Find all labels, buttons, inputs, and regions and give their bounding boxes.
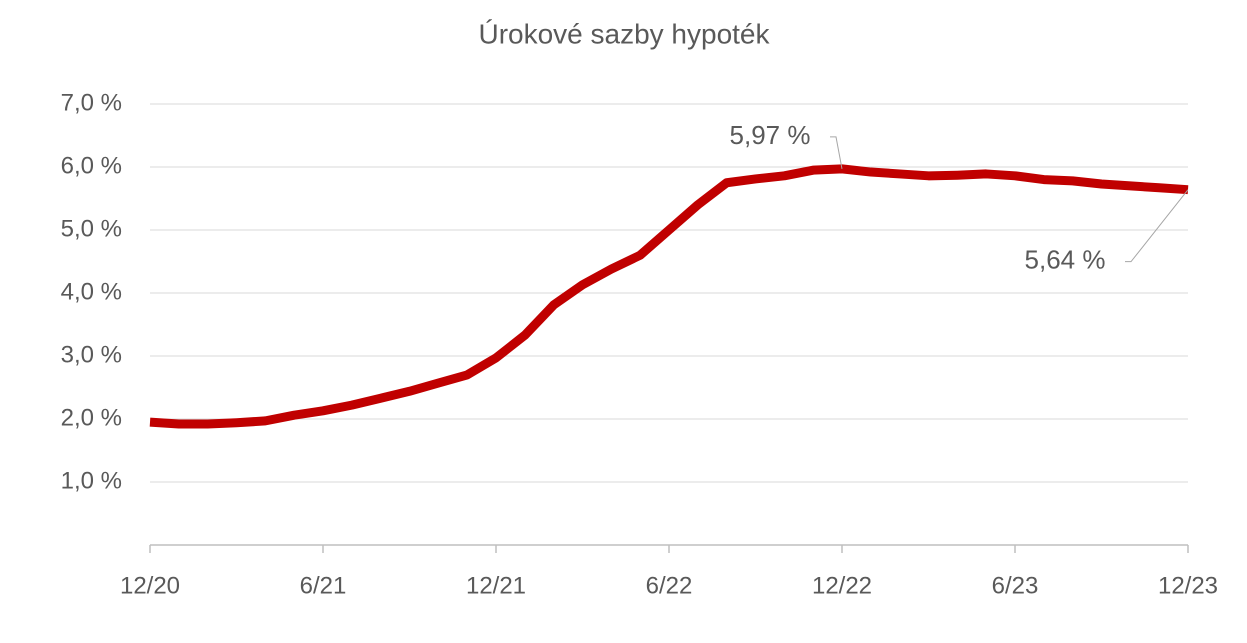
data-label: 5,97 % xyxy=(730,120,811,150)
y-tick-label: 6,0 % xyxy=(61,152,122,179)
y-tick-label: 5,0 % xyxy=(61,215,122,242)
x-tick-label: 12/20 xyxy=(120,572,180,599)
x-tick-label: 12/21 xyxy=(466,572,526,599)
data-label: 5,64 % xyxy=(1025,245,1106,275)
x-tick-label: 6/22 xyxy=(646,572,693,599)
y-tick-label: 2,0 % xyxy=(61,404,122,431)
line xyxy=(149,164,1189,429)
y-tick-label: 7,0 % xyxy=(61,89,122,116)
leader-line xyxy=(1125,189,1189,263)
y-tick-label: 1,0 % xyxy=(61,467,122,494)
leader-line xyxy=(830,136,843,169)
x-tick-label: 6/21 xyxy=(300,572,347,599)
x-tick-label: 6/23 xyxy=(992,572,1039,599)
x-tick-label: 12/22 xyxy=(812,572,872,599)
y-tick-label: 3,0 % xyxy=(61,341,122,368)
chart-title: Úrokové sazby hypoték xyxy=(478,18,770,49)
y-tick-label: 4,0 % xyxy=(61,278,122,305)
x-tick-label: 12/23 xyxy=(1158,572,1218,599)
